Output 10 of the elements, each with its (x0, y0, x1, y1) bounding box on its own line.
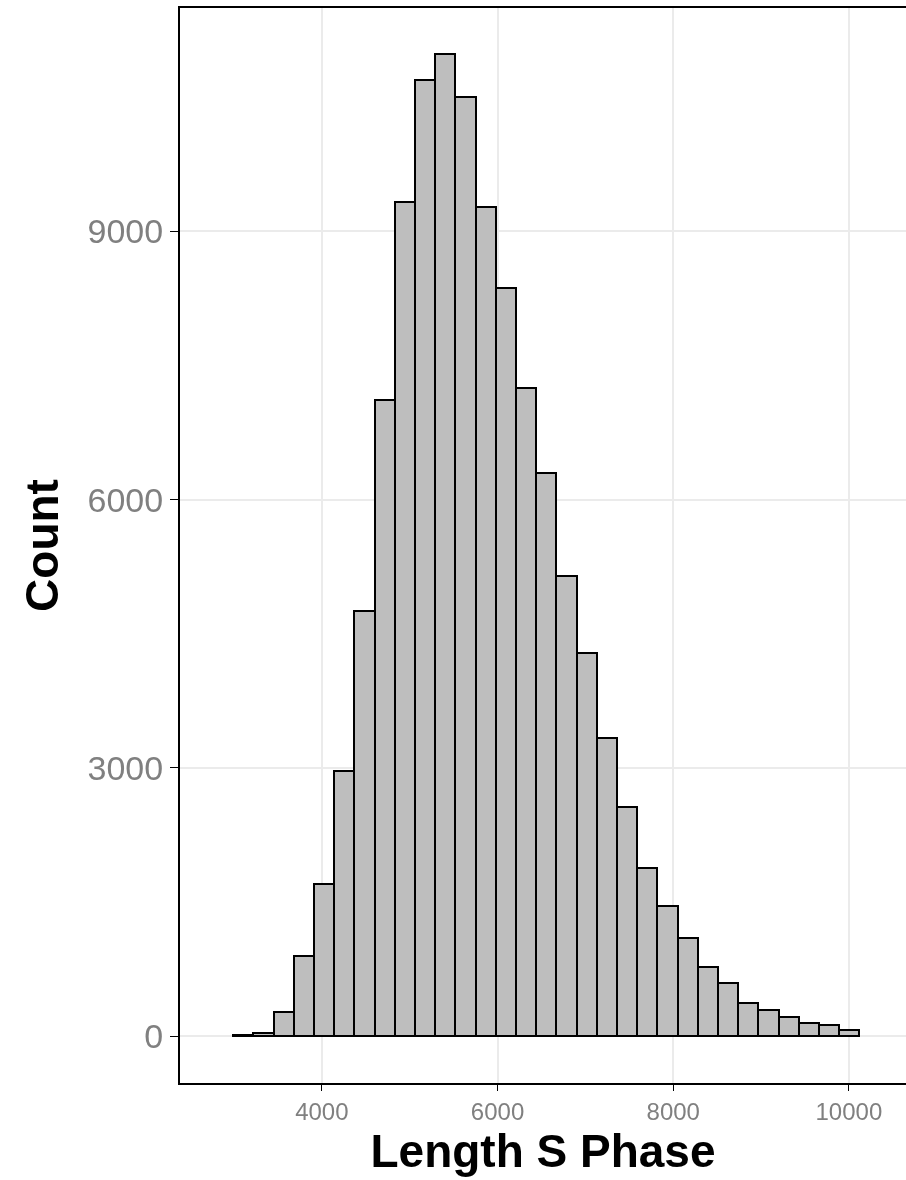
y-tick-label: 0 (144, 1016, 164, 1055)
y-tick-label: 9000 (87, 212, 164, 251)
y-axis-title: Count (16, 479, 69, 612)
x-tick-label: 4000 (295, 1097, 349, 1125)
y-tick-label: 3000 (87, 748, 164, 787)
x-axis-title: Length S Phase (370, 1124, 716, 1177)
x-tick-label: 6000 (470, 1097, 525, 1125)
x-tick-label: 8000 (646, 1097, 700, 1125)
y-tick-label: 6000 (87, 480, 164, 519)
x-tick-label: 10000 (815, 1097, 883, 1125)
